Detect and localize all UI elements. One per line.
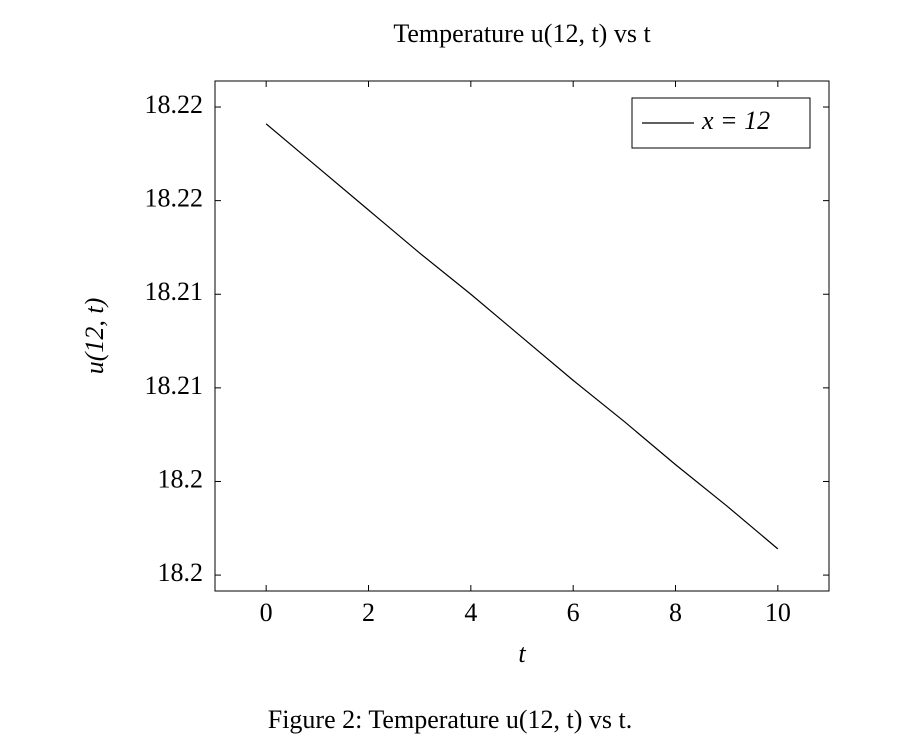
y-tick-label: 18.22 <box>145 184 204 213</box>
x-tick-label: 10 <box>765 598 791 627</box>
x-tick-label: 4 <box>464 598 477 627</box>
x-tick-label: 2 <box>362 598 375 627</box>
x-tick-label: 8 <box>669 598 682 627</box>
y-tick-label: 18.2 <box>158 464 204 493</box>
y-tick-label: 18.21 <box>145 371 204 400</box>
chart-title: Temperature u(12, t) vs t <box>393 19 651 48</box>
x-tick-label: 6 <box>567 598 580 627</box>
plot-frame <box>214 80 830 592</box>
y-tick-label: 18.2 <box>158 558 204 587</box>
y-axis-label: u(12, t) <box>80 298 109 375</box>
figure-caption: Figure 2: Temperature u(12, t) vs t. <box>268 705 633 734</box>
legend-label: x = 12 <box>701 106 770 135</box>
data-line <box>265 123 779 550</box>
x-tick-label: 0 <box>260 598 273 627</box>
x-axis-label: t <box>518 639 526 668</box>
y-tick-label: 18.21 <box>145 277 204 306</box>
y-tick-label: 18.22 <box>145 90 204 119</box>
